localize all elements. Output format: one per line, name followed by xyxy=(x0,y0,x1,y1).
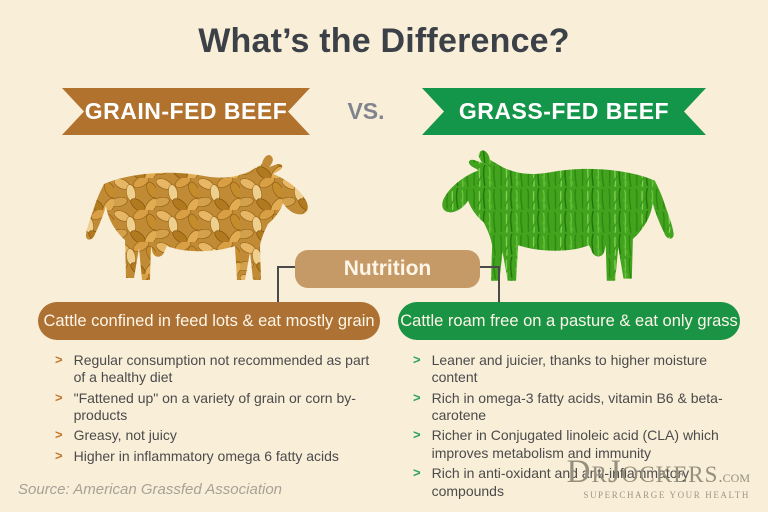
logo-tagline: SUPERCHARGE YOUR HEALTH xyxy=(583,490,750,500)
grass-fed-bullet-list: > Leaner and juicier, thanks to higher m… xyxy=(413,352,747,503)
list-item: > Greasy, not juicy xyxy=(55,427,377,444)
chevron-bullet-icon: > xyxy=(55,389,63,405)
list-item: > Leaner and juicier, thanks to higher m… xyxy=(413,352,747,387)
vs-label: VS. xyxy=(347,98,385,124)
grain-cow-illustration xyxy=(85,154,308,280)
logo-wordmark: DrJockers.com xyxy=(567,456,750,489)
grain-fed-summary-text: Cattle confined in feed lots & eat mostl… xyxy=(43,311,375,330)
chevron-bullet-icon: > xyxy=(413,427,421,443)
bullet-text: Richer in Conjugated linoleic acid (CLA)… xyxy=(431,427,719,461)
bullet-text: Higher in inflammatory omega 6 fatty aci… xyxy=(73,447,339,464)
connector-line-right xyxy=(480,266,500,305)
page-title: What’s the Difference? xyxy=(198,22,570,60)
chevron-bullet-icon: > xyxy=(413,352,421,367)
bullet-text: Leaner and juicier, thanks to higher moi… xyxy=(431,352,708,386)
logo-name: DrJockers xyxy=(566,454,719,490)
bullet-text: Greasy, not juicy xyxy=(73,427,177,444)
list-item: > Rich in anti-oxidant and anti-inflamma… xyxy=(413,465,747,500)
grass-fed-banner: GRASS-FED BEEF xyxy=(422,88,706,135)
chevron-bullet-icon: > xyxy=(55,427,63,443)
list-item: > Regular consumption not recommended as… xyxy=(55,352,377,387)
bullet-text: Rich in anti-oxidant and anti-inflammato… xyxy=(431,465,690,499)
connector-line-left xyxy=(277,266,297,305)
grass-fed-summary-bar: Cattle roam free on a pasture & eat only… xyxy=(398,302,740,340)
source-attribution: Source: American Grassfed Association xyxy=(18,481,283,498)
chevron-bullet-icon: > xyxy=(413,389,421,405)
bullet-text: Rich in omega-3 fatty acids, vitamin B6 … xyxy=(431,389,723,424)
logo-domain: .com xyxy=(718,467,750,486)
nutrition-badge-label: Nutrition xyxy=(343,257,432,280)
grain-fed-bullet-list: > Regular consumption not recommended as… xyxy=(55,352,377,468)
chevron-bullet-icon: > xyxy=(55,352,63,367)
grain-fed-summary-bar: Cattle confined in feed lots & eat mostl… xyxy=(38,302,380,340)
list-item: > "Fattened up" on a variety of grain or… xyxy=(55,390,377,425)
list-item: > Rich in omega-3 fatty acids, vitamin B… xyxy=(413,390,747,425)
chevron-bullet-icon: > xyxy=(55,447,63,463)
drjockers-logo: DrJockers.com SUPERCHARGE YOUR HEALTH xyxy=(567,456,750,501)
chevron-bullet-icon: > xyxy=(413,465,421,481)
grain-fed-banner-label: GRAIN-FED BEEF xyxy=(84,98,288,124)
list-item: > Higher in inflammatory omega 6 fatty a… xyxy=(55,448,377,465)
grass-fed-summary-text: Cattle roam free on a pasture & eat only… xyxy=(400,311,738,330)
bullet-text: Regular consumption not recommended as p… xyxy=(73,352,370,386)
list-item: > Richer in Conjugated linoleic acid (CL… xyxy=(413,427,747,462)
bullet-text: "Fattened up" on a variety of grain or c… xyxy=(73,389,356,424)
nutrition-badge: Nutrition xyxy=(295,250,480,288)
grain-fed-banner: GRAIN-FED BEEF xyxy=(62,88,310,135)
grass-fed-banner-label: GRASS-FED BEEF xyxy=(458,98,670,124)
